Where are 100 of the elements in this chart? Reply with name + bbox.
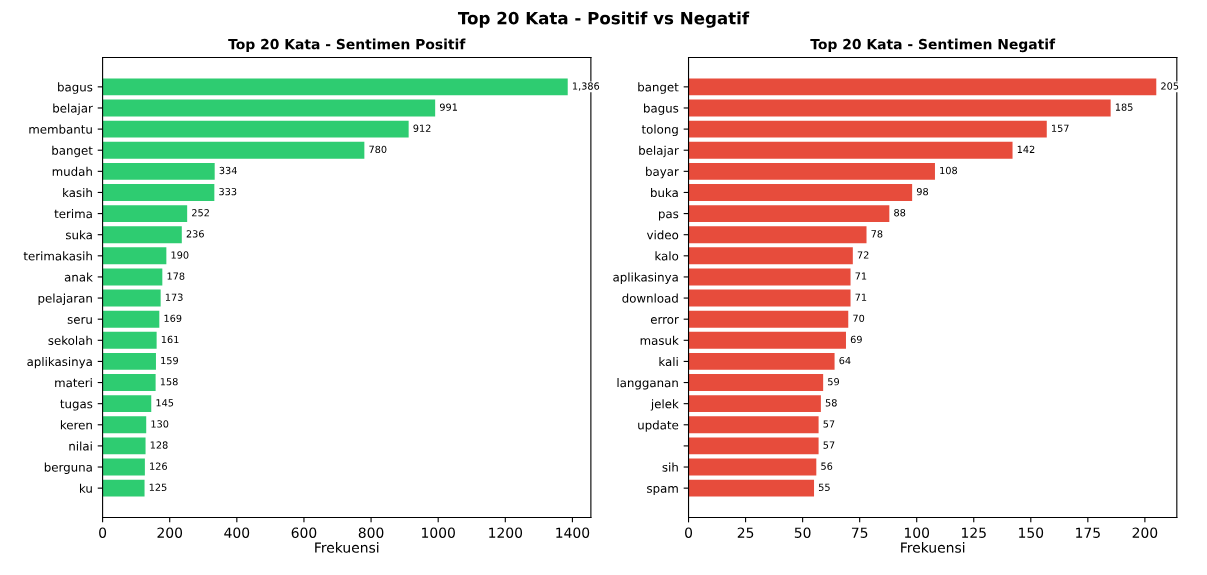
data-label: 178	[167, 272, 185, 280]
bar	[688, 416, 819, 434]
y-tick-label: suka	[66, 230, 92, 240]
x-tick-label: 200	[1132, 527, 1158, 538]
data-label: 159	[161, 356, 178, 365]
y-tick-label: jelek	[650, 399, 679, 411]
y-tick-label: error	[650, 317, 679, 324]
bar	[102, 226, 182, 244]
x-tick-label: 0	[99, 527, 107, 538]
bar	[688, 331, 846, 349]
bar	[102, 310, 160, 328]
bar	[688, 141, 1013, 159]
bar	[102, 352, 156, 370]
data-label: 252	[192, 209, 209, 217]
bar	[688, 352, 835, 370]
data-label: 58	[825, 399, 837, 407]
bar	[102, 205, 188, 223]
chart-title: Top 20 Kata - Sentimen Negatif	[810, 38, 1056, 53]
data-label: 991	[439, 103, 457, 111]
y-tick-label: bayar	[646, 166, 679, 179]
bar	[688, 395, 821, 413]
y-tick-label: sekolah	[48, 335, 92, 345]
bar	[688, 226, 867, 244]
y-tick-label: aplikasinya	[613, 272, 678, 284]
data-label: 108	[940, 166, 958, 175]
bar	[688, 437, 819, 455]
data-label: 161	[161, 335, 179, 344]
y-tick-label: bagus	[644, 103, 679, 115]
x-tick-label: 175	[1076, 527, 1100, 538]
bar	[102, 395, 152, 413]
data-label: 88	[894, 209, 906, 217]
bar	[688, 289, 851, 307]
x-tick-label: 1200	[489, 527, 523, 538]
bar	[102, 247, 167, 265]
data-label: 69	[850, 335, 862, 344]
x-tick-label: 75	[851, 527, 868, 538]
bar	[102, 458, 145, 476]
bar	[688, 247, 853, 265]
y-tick-label: keren	[60, 420, 92, 430]
data-label: 334	[219, 166, 237, 175]
bar	[102, 416, 147, 434]
data-label: 236	[186, 230, 204, 238]
y-tick-label: belajar	[53, 103, 93, 115]
data-label: 125	[149, 483, 167, 491]
x-tick-label: 100	[904, 527, 930, 538]
y-tick-label: kalo	[655, 251, 679, 261]
x-tick-label: 600	[291, 527, 317, 538]
data-label: 169	[164, 314, 182, 322]
x-tick-label: 50	[794, 527, 811, 538]
data-label: 1,386	[572, 82, 600, 91]
data-label: 185	[1115, 103, 1133, 111]
data-label: 333	[219, 187, 237, 196]
data-label: 157	[1052, 124, 1069, 132]
x-tick-label: 1400	[556, 527, 590, 538]
bar	[102, 289, 161, 307]
y-tick-label: langganan	[617, 378, 678, 390]
data-label: 57	[823, 441, 835, 449]
data-label: 142	[1017, 145, 1035, 153]
y-tick-label: seru	[67, 317, 92, 324]
data-label: 780	[369, 145, 387, 154]
bar	[688, 374, 824, 391]
data-label: 78	[871, 230, 883, 238]
y-tick-label: materi	[55, 378, 92, 388]
x-tick-label: 400	[224, 527, 250, 538]
y-tick-label: aplikasinya	[27, 356, 92, 369]
x-tick-label: 800	[358, 527, 384, 538]
bar	[688, 120, 1047, 138]
y-tick-label: kali	[659, 356, 678, 367]
bar	[102, 184, 215, 201]
data-label: 912	[413, 124, 431, 132]
text: Top 20 Kata - Positif vs Negatif	[457, 11, 750, 28]
x-tick-label: 125	[962, 527, 986, 538]
y-tick-label: ku	[80, 483, 92, 493]
x-tick-label: 150	[1019, 527, 1044, 538]
y-tick-label: update	[638, 420, 679, 432]
data-label: 173	[165, 293, 183, 301]
data-label: 57	[823, 420, 835, 428]
y-tick-label: membantu	[29, 124, 92, 134]
bar	[688, 458, 817, 476]
bar	[688, 310, 849, 328]
bar	[102, 78, 568, 96]
y-tick-label: banget	[638, 82, 679, 94]
bar	[688, 99, 1111, 117]
bar	[102, 141, 365, 159]
x-tick-label: 200	[157, 527, 183, 538]
bar	[102, 437, 146, 455]
y-tick-label: banget	[52, 145, 93, 158]
y-tick-label: spam	[647, 486, 678, 496]
x-tick-label: 1000	[422, 527, 455, 538]
data-label: 145	[156, 399, 174, 407]
data-label: 64	[839, 356, 851, 365]
data-label: 71	[855, 293, 867, 301]
bar	[102, 479, 145, 497]
data-label: 98	[916, 187, 929, 196]
y-tick-label: terima	[54, 209, 92, 219]
data-label: 205	[1161, 82, 1179, 90]
x-axis-title: Frekuensi	[315, 542, 379, 553]
data-label: 190	[171, 251, 189, 259]
y-tick-label: pas	[659, 211, 679, 221]
data-label: 71	[855, 272, 867, 280]
